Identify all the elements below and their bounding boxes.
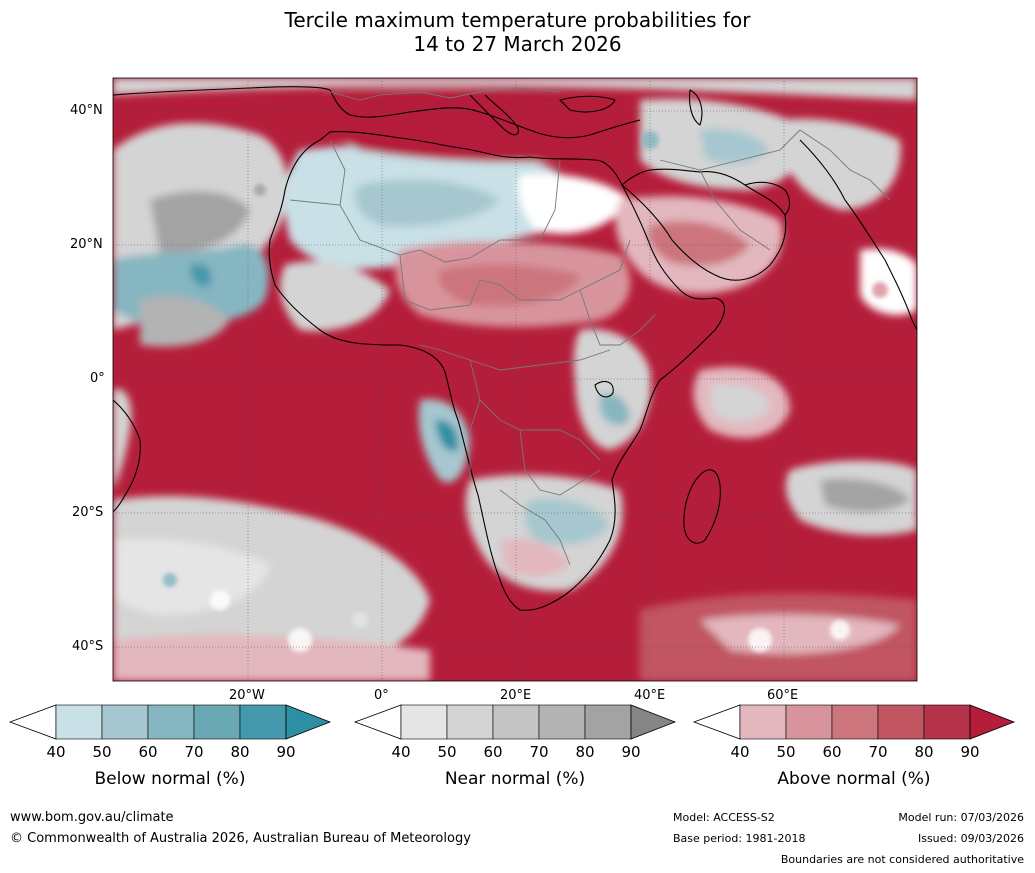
cb-near-tick-70: 70 xyxy=(529,743,549,761)
colorbar-above-normal-left-cap xyxy=(692,704,741,740)
cb-below-tick-90: 90 xyxy=(276,743,296,761)
lat-label-40s: 40°S xyxy=(72,639,104,654)
cb-below-tick-70: 70 xyxy=(184,743,204,761)
colorbar-below-normal-bin-70-80 xyxy=(193,704,241,740)
footer-website: www.bom.gov.au/climate xyxy=(10,810,174,825)
lat-label-40n: 40°N xyxy=(70,103,103,118)
colorbar-above-normal-bin-70-80 xyxy=(877,704,925,740)
colorbar-below-normal-right-cap xyxy=(285,704,332,740)
lon-label-20e: 20°E xyxy=(500,688,532,703)
map-gridlines xyxy=(113,78,917,681)
cb-near-tick-60: 60 xyxy=(483,743,503,761)
colorbar-below-normal-bin-80-90 xyxy=(239,704,287,740)
cb-near-tick-90: 90 xyxy=(621,743,641,761)
cb-below-title: Below normal (%) xyxy=(94,769,246,789)
cb-below-tick-50: 50 xyxy=(92,743,112,761)
colorbar-near-normal-bin-40-50 xyxy=(400,704,448,740)
colorbar-above-normal-right-cap xyxy=(969,704,1016,740)
cb-near-tick-50: 50 xyxy=(437,743,457,761)
footer-disclaimer: Boundaries are not considered authoritat… xyxy=(780,853,1024,866)
cb-below-tick-60: 60 xyxy=(138,743,158,761)
colorbar-near-normal-bin-80-90 xyxy=(584,704,632,740)
cb-below-tick-80: 80 xyxy=(230,743,250,761)
colorbar-near-normal-bin-60-70 xyxy=(492,704,540,740)
colorbar-above-normal xyxy=(692,704,1016,740)
colorbar-below-normal-bin-50-60 xyxy=(101,704,149,740)
lon-label-20w: 20°W xyxy=(229,688,265,703)
colorbar-below-normal-bin-40-50 xyxy=(55,704,103,740)
cb-above-tick-80: 80 xyxy=(914,743,934,761)
coastlines xyxy=(113,86,917,611)
probability-speckle xyxy=(163,131,888,652)
title-line-1: Tercile maximum temperature probabilitie… xyxy=(284,8,751,32)
cb-near-tick-80: 80 xyxy=(575,743,595,761)
probability-shading xyxy=(113,78,917,681)
footer-base-period: Base period: 1981-2018 xyxy=(673,832,806,845)
cb-below-tick-40: 40 xyxy=(46,743,66,761)
cb-above-tick-70: 70 xyxy=(868,743,888,761)
chart-title: Tercile maximum temperature probabilitie… xyxy=(0,8,1035,56)
lon-label-60e: 60°E xyxy=(767,688,799,703)
cb-near-tick-40: 40 xyxy=(391,743,411,761)
lat-label-20n: 20°N xyxy=(70,237,103,252)
colorbar-above-normal-bin-50-60 xyxy=(785,704,833,740)
colorbar-below-normal xyxy=(8,704,332,740)
footer-model-run: Model run: 07/03/2026 xyxy=(898,811,1024,824)
cb-above-tick-40: 40 xyxy=(730,743,750,761)
colorbar-near-normal xyxy=(353,704,677,740)
cb-near-title: Near normal (%) xyxy=(444,769,586,789)
colorbar-above-normal-bin-40-50 xyxy=(739,704,787,740)
map-frame xyxy=(112,77,918,682)
cb-above-tick-50: 50 xyxy=(776,743,796,761)
lon-label-0: 0° xyxy=(374,688,389,703)
lat-label-20s: 20°S xyxy=(72,505,104,520)
colorbar-below-normal-left-cap xyxy=(8,704,57,740)
colorbar-below-normal-bin-60-70 xyxy=(147,704,195,740)
lat-label-0: 0° xyxy=(90,371,105,386)
footer-issued: Issued: 09/03/2026 xyxy=(917,832,1024,845)
lon-label-40e: 40°E xyxy=(634,688,666,703)
footer-model: Model: ACCESS-S2 xyxy=(673,811,775,824)
colorbar-near-normal-bin-50-60 xyxy=(446,704,494,740)
colorbar-above-normal-bin-80-90 xyxy=(923,704,971,740)
map-area xyxy=(113,78,917,681)
footer-copyright: © Commonwealth of Australia 2026, Austra… xyxy=(10,831,471,846)
cb-above-tick-90: 90 xyxy=(960,743,980,761)
colorbar-above-normal-bin-60-70 xyxy=(831,704,879,740)
title-line-2: 14 to 27 March 2026 xyxy=(413,32,622,56)
country-boundaries xyxy=(289,87,891,566)
colorbar-near-normal-left-cap xyxy=(353,704,402,740)
colorbar-near-normal-right-cap xyxy=(630,704,677,740)
cb-above-tick-60: 60 xyxy=(822,743,842,761)
cb-above-title: Above normal (%) xyxy=(777,769,931,789)
colorbar-near-normal-bin-70-80 xyxy=(538,704,586,740)
